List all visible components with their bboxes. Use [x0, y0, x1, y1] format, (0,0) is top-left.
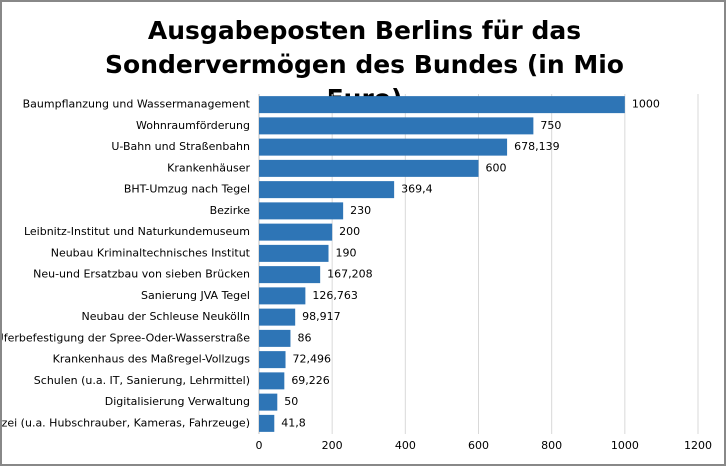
x-tick-label: 1200	[684, 439, 712, 452]
data-label: 1000	[632, 98, 660, 111]
bar	[259, 117, 534, 135]
bar	[259, 159, 479, 177]
y-tick-label: Schulen (u.a. IT, Sanierung, Lehrmittel)	[34, 374, 250, 387]
y-tick-label: Sanierung JVA Tegel	[141, 289, 250, 302]
y-tick-label: Bezirke	[210, 204, 251, 217]
data-label: 600	[486, 161, 507, 174]
data-label: 72,496	[293, 353, 332, 366]
x-tick-label: 200	[322, 439, 343, 452]
data-label: 50	[284, 395, 298, 408]
bar	[259, 202, 344, 220]
x-tick-label: 0	[256, 439, 263, 452]
data-label: 69,226	[291, 374, 330, 387]
y-tick-label: Digitalisierung Verwaltung	[105, 395, 250, 408]
data-label: 167,208	[327, 268, 373, 281]
y-tick-label: Polizei (u.a. Hubschrauber, Kameras, Fah…	[2, 416, 250, 429]
y-tick-label: Neubau Kriminaltechnisches Institut	[51, 246, 251, 259]
x-tick-label: 800	[541, 439, 562, 452]
bar	[259, 287, 306, 305]
bar	[259, 96, 625, 114]
x-tick-label: 600	[468, 439, 489, 452]
bar	[259, 414, 275, 432]
data-label: 86	[297, 331, 311, 344]
y-tick-label: Wohnraumförderung	[136, 119, 250, 132]
bar	[259, 266, 321, 284]
y-tick-label: Neubau der Schleuse Neukölln	[82, 310, 251, 323]
y-tick-label: Krankenhaus des Maßregel-Vollzugs	[53, 353, 251, 366]
data-label: 750	[540, 119, 561, 132]
data-label: 678,139	[514, 140, 560, 153]
bar	[259, 244, 329, 262]
bar	[259, 372, 285, 390]
y-tick-label: Neu-und Ersatzbau von sieben Brücken	[33, 268, 250, 281]
y-tick-label: BHT-Umzug nach Tegel	[124, 183, 250, 196]
bar	[259, 308, 296, 326]
y-tick-label: Uferbefestigung der Spree-Oder-Wasserstr…	[2, 331, 250, 344]
bar	[259, 138, 508, 156]
y-tick-label: Krankenhäuser	[167, 161, 250, 174]
data-label: 200	[339, 225, 360, 238]
data-label: 126,763	[312, 289, 358, 302]
data-label: 369,4	[401, 183, 433, 196]
y-tick-label: Leibnitz-Institut und Naturkundemuseum	[24, 225, 250, 238]
bar	[259, 393, 278, 411]
data-label: 230	[350, 204, 371, 217]
y-tick-label: U-Bahn und Straßenbahn	[111, 140, 250, 153]
bar	[259, 181, 395, 199]
data-label: 41,8	[281, 416, 306, 429]
bar	[259, 329, 291, 347]
bar	[259, 223, 333, 241]
data-label: 98,917	[302, 310, 341, 323]
y-tick-label: Baumpflanzung und Wassermanagement	[23, 98, 251, 111]
bar	[259, 351, 286, 369]
x-tick-label: 1000	[611, 439, 639, 452]
chart-title: Ausgabeposten Berlins für das Sonderverm…	[105, 16, 624, 113]
data-label: 190	[336, 246, 357, 259]
x-tick-label: 400	[395, 439, 416, 452]
